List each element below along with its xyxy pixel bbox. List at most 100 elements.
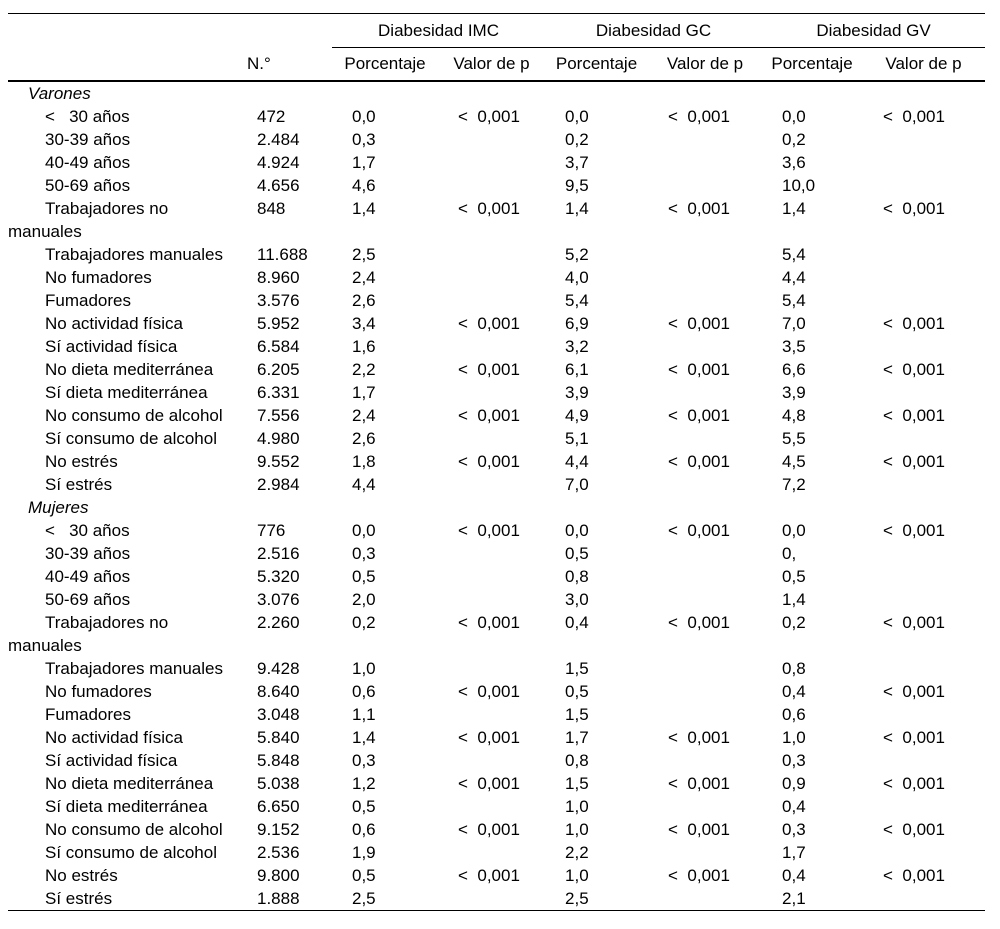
- cell-gc-p: < 0,001: [668, 406, 730, 425]
- cell-gv-pct: 2,1: [782, 889, 806, 908]
- cell-gc-pct: 0,4: [565, 613, 589, 632]
- cell-gc-pct: 6,1: [565, 360, 589, 379]
- cell-gv-p: [862, 427, 985, 450]
- cell-imc-pct: 0,6: [352, 682, 376, 701]
- diabesidad-table: Diabesidad IMC Diabesidad GC Diabesidad …: [8, 13, 986, 911]
- cell-imc-p: [438, 81, 545, 105]
- cell-gc-p: [648, 381, 762, 404]
- cell-imc-pct: 0,3: [352, 544, 376, 563]
- cell-gv-p: [862, 496, 985, 519]
- row-label: Sí actividad física: [45, 751, 178, 770]
- cell-gc-p: < 0,001: [668, 728, 730, 747]
- data-row: < 30 años 472 0,0 < 0,001 0,0 < 0,001 0,0 < 0,0…: [8, 105, 985, 128]
- group-header-row: Diabesidad IMC Diabesidad GC Diabesidad …: [8, 13, 986, 48]
- data-row: No dieta mediterránea 6.205 2,2 < 0,001 6,1 <…: [8, 358, 985, 381]
- cell-gv-p: [862, 841, 985, 864]
- row-label: No dieta mediterránea: [45, 774, 214, 793]
- cell-gc-pct: 3,7: [565, 153, 589, 172]
- cell-gc-p: [648, 335, 762, 358]
- cell-n: 4.924: [257, 153, 300, 172]
- cell-gv-p: [862, 174, 985, 197]
- cell-gc-p: [648, 427, 762, 450]
- cell-gv-pct: 0,0: [782, 521, 806, 540]
- cell-gv-p: < 0,001: [883, 199, 945, 218]
- cell-gc-p: [648, 496, 762, 519]
- cell-n: 776: [257, 521, 286, 540]
- data-row: No consumo de alcohol 9.152 0,6 < 0,001 1,0 <…: [8, 818, 985, 841]
- cell-gc-pct: 4,9: [565, 406, 589, 425]
- cell-n: 2.484: [257, 130, 300, 149]
- row-label: Sí consumo de alcohol: [45, 429, 217, 448]
- cell-imc-p: [438, 381, 545, 404]
- cell-gc-pct: 5,2: [565, 245, 589, 264]
- cell-gc-p: [648, 841, 762, 864]
- cell-imc-p: [438, 887, 545, 911]
- row-label: 40-49 años: [45, 567, 131, 586]
- row-label: Sí actividad física: [45, 337, 178, 356]
- cell-imc-pct: 1,9: [352, 843, 376, 862]
- cell-imc-pct: 0,3: [352, 130, 376, 149]
- cell-imc-p: [438, 266, 545, 289]
- cell-imc-p: < 0,001: [458, 199, 520, 218]
- cell-gc-pct: [545, 81, 648, 105]
- cell-n: 848: [257, 199, 286, 218]
- row-label: Fumadores: [45, 291, 131, 310]
- row-label: Trabajadores no manuales: [8, 613, 169, 655]
- cell-gc-p: [648, 174, 762, 197]
- cell-imc-pct: 3,4: [352, 314, 376, 333]
- cell-gv-p: [862, 381, 985, 404]
- cell-imc-p: [438, 565, 545, 588]
- cell-gv-pct: 0,: [782, 544, 797, 563]
- cell-imc-p: [438, 174, 545, 197]
- group-header-gc: Diabesidad GC: [545, 13, 763, 48]
- row-label: Sí estrés: [45, 889, 113, 908]
- cell-gc-pct: 1,5: [565, 774, 589, 793]
- cell-gv-pct: [762, 496, 862, 519]
- cell-n: 2.984: [257, 475, 300, 494]
- cell-gc-pct: 0,0: [565, 107, 589, 126]
- column-header-gc-valor-p: Valor de p: [648, 47, 763, 82]
- cell-n: 5.840: [257, 728, 300, 747]
- row-label: < 30 años: [45, 521, 130, 540]
- data-row: No dieta mediterránea 5.038 1,2 < 0,001 1,5 <…: [8, 772, 985, 795]
- cell-imc-p: [438, 335, 545, 358]
- cell-imc-p: [438, 841, 545, 864]
- group-header-gv: Diabesidad GV: [762, 13, 986, 48]
- cell-n: 2.516: [257, 544, 300, 563]
- cell-imc-p: [438, 749, 545, 772]
- cell-gc-pct: 0,8: [565, 567, 589, 586]
- cell-gc-p: < 0,001: [668, 199, 730, 218]
- cell-imc-p: < 0,001: [458, 314, 520, 333]
- cell-imc-p: < 0,001: [458, 452, 520, 471]
- cell-imc-pct: 0,2: [352, 613, 376, 632]
- cell-gc-pct: 1,7: [565, 728, 589, 747]
- cell-gv-p: [862, 81, 985, 105]
- data-row: Trabajadores no manuales 848 1,4 < 0,001 1,4…: [8, 197, 985, 243]
- cell-n: 9.428: [257, 659, 300, 678]
- row-label: Sí consumo de alcohol: [45, 843, 217, 862]
- data-row: No estrés 9.552 1,8 < 0,001 4,4 < 0,001 4,5 < 0…: [8, 450, 985, 473]
- cell-gc-pct: 6,9: [565, 314, 589, 333]
- cell-gc-pct: 1,0: [565, 866, 589, 885]
- cell-gv-pct: 7,0: [782, 314, 806, 333]
- row-label: Sí dieta mediterránea: [45, 797, 208, 816]
- cell-gv-p: [862, 266, 985, 289]
- cell-n: 5.848: [257, 751, 300, 770]
- cell-imc-p: [438, 243, 545, 266]
- cell-gc-p: [648, 588, 762, 611]
- table-body: Varones < 30 años 472 0,0 < 0,001 0,0 < 0,001 0…: [8, 81, 985, 911]
- cell-gc-pct: 0,5: [565, 682, 589, 701]
- cell-imc-pct: 1,2: [352, 774, 376, 793]
- data-row: Sí dieta mediterránea 6.650 0,5 1,0 0,4: [8, 795, 985, 818]
- cell-gc-p: [648, 657, 762, 680]
- data-row: Fumadores 3.048 1,1 1,5 0,6: [8, 703, 985, 726]
- column-header-n: N.°: [242, 47, 332, 82]
- cell-n: 5.952: [257, 314, 300, 333]
- cell-gc-pct: 2,2: [565, 843, 589, 862]
- cell-imc-p: [438, 542, 545, 565]
- cell-gc-pct: 0,2: [565, 130, 589, 149]
- cell-gv-pct: 0,2: [782, 130, 806, 149]
- data-row: < 30 años 776 0,0 < 0,001 0,0 < 0,001 0,0 < 0,0…: [8, 519, 985, 542]
- cell-imc-p: [438, 795, 545, 818]
